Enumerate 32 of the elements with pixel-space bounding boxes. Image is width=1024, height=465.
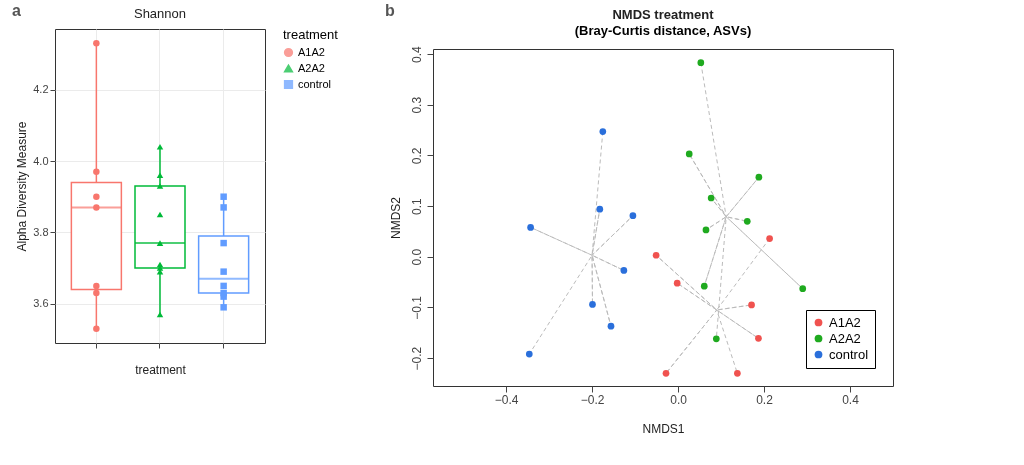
y-tick-label: 4.2 bbox=[33, 83, 49, 96]
legend-label: A2A2 bbox=[298, 61, 325, 74]
x-axis-title: treatment bbox=[135, 362, 187, 377]
y-tick-label: 3.6 bbox=[33, 297, 49, 310]
y-tick-label: 4.0 bbox=[33, 154, 49, 167]
legend-label: A1A2 bbox=[829, 314, 861, 330]
y-tick-label: −0.2 bbox=[409, 346, 424, 371]
x-tick-label: 0.2 bbox=[756, 392, 774, 407]
chart-title: NMDS treatment bbox=[612, 6, 715, 22]
chart-subtitle: (Bray-Curtis distance, ASVs) bbox=[574, 22, 752, 38]
x-tick-label: −0.4 bbox=[494, 392, 519, 407]
y-tick-label: −0.1 bbox=[409, 295, 424, 320]
y-axis-title: NMDS2 bbox=[388, 196, 403, 240]
text: b bbox=[385, 2, 395, 20]
y-tick-label: 0.2 bbox=[409, 147, 424, 165]
legend-label: control bbox=[829, 346, 869, 362]
y-tick-label: 0.3 bbox=[409, 96, 424, 114]
text: a bbox=[12, 2, 21, 20]
legend-label: A1A2 bbox=[298, 45, 325, 58]
y-axis-title: Alpha Diversity Measure bbox=[15, 121, 30, 252]
x-tick-label: 0.4 bbox=[842, 392, 860, 407]
legend-label: control bbox=[298, 77, 332, 90]
legend-title: treatment bbox=[283, 27, 339, 42]
x-tick-label: −0.2 bbox=[580, 392, 605, 407]
y-tick-label: 0.0 bbox=[409, 248, 424, 266]
x-tick-label: 0.0 bbox=[670, 392, 688, 407]
y-tick-label: 0.1 bbox=[409, 197, 424, 215]
y-tick-label: 0.4 bbox=[409, 45, 424, 63]
x-axis-title: NMDS1 bbox=[642, 421, 685, 436]
legend-label: A2A2 bbox=[829, 330, 861, 346]
chart-title: Shannon bbox=[133, 6, 187, 21]
y-tick-label: 3.8 bbox=[33, 225, 49, 238]
